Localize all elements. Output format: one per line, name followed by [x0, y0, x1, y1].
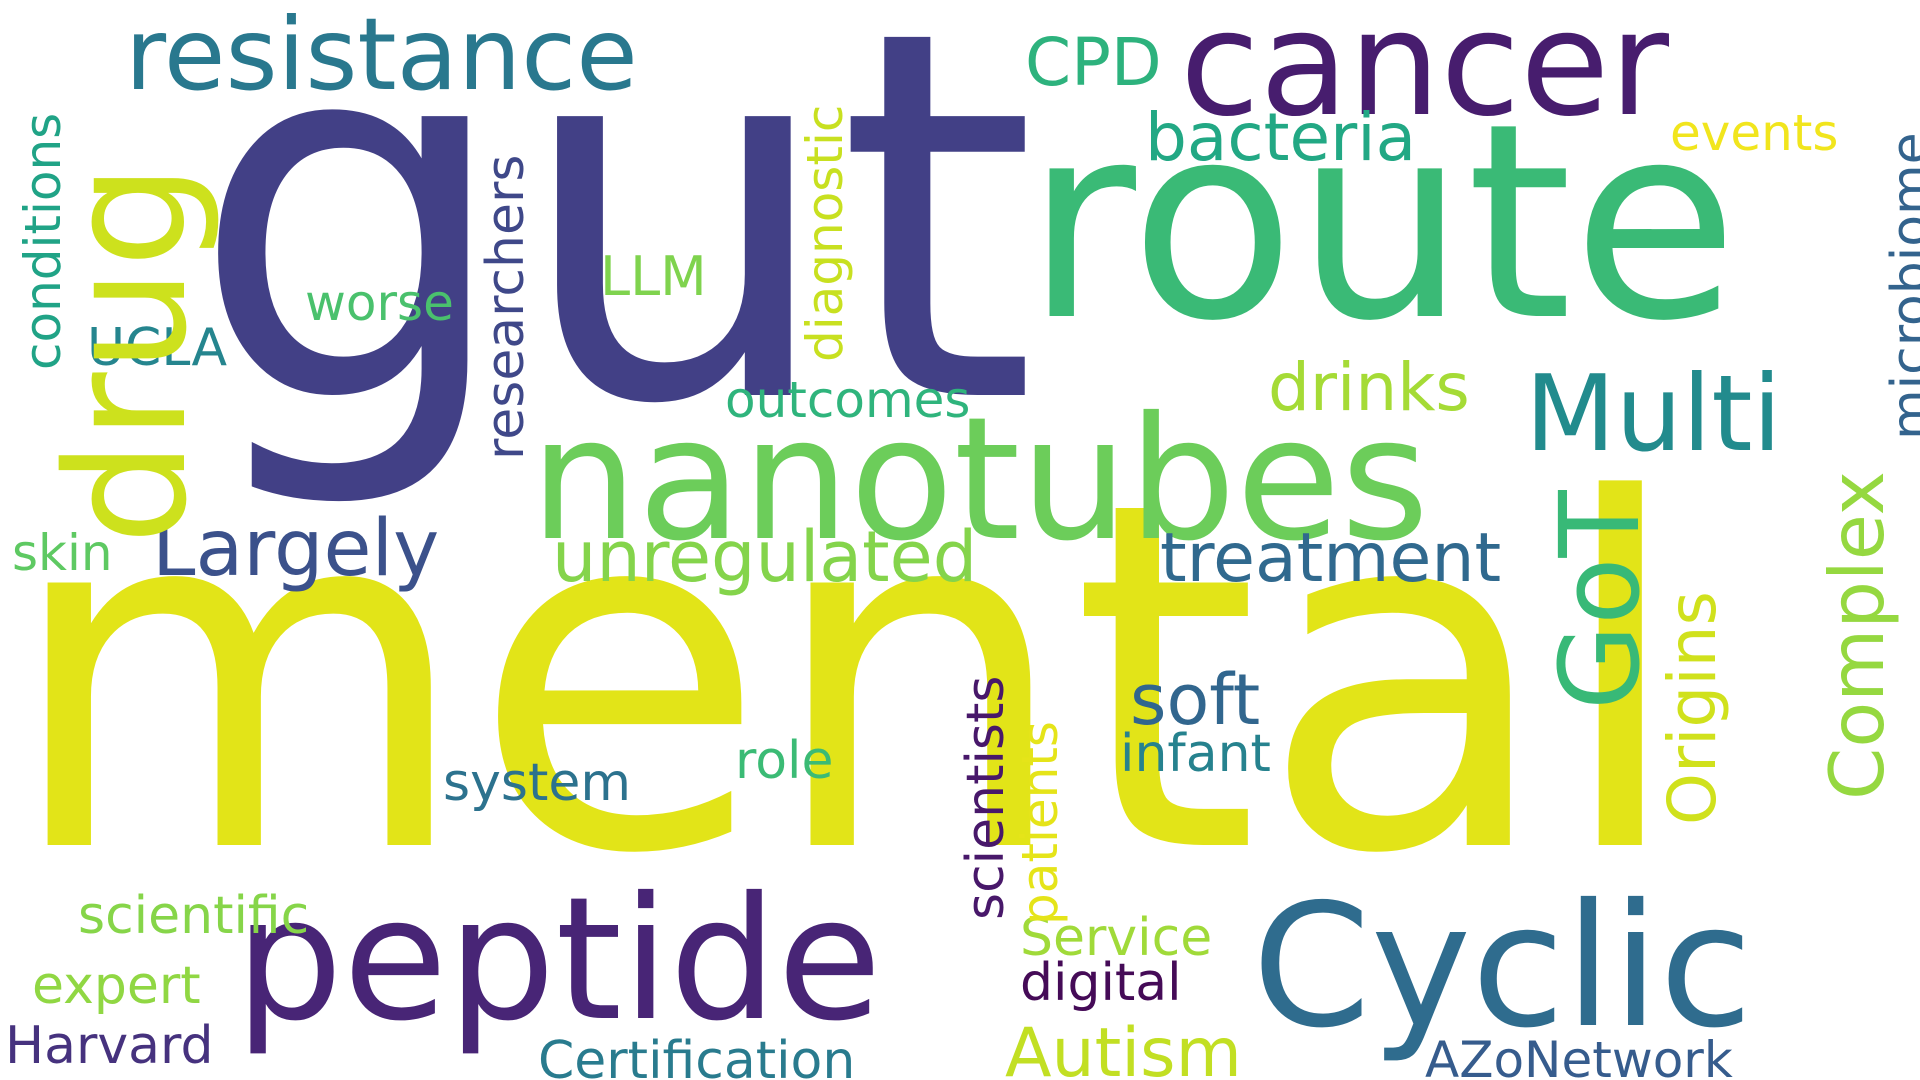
- word-cyclic: Cyclic: [1252, 868, 1753, 1066]
- word-worse: worse: [305, 274, 454, 332]
- word-origins: Origins: [1654, 591, 1731, 825]
- word-autism: Autism: [1005, 1014, 1242, 1080]
- word-nanotubes: nanotubes: [530, 381, 1430, 579]
- word-skin: skin: [12, 524, 113, 582]
- word-scientists: scientists: [956, 675, 1016, 921]
- word-got: GoT: [1536, 490, 1664, 710]
- word-outcomes: outcomes: [725, 371, 971, 429]
- word-cpd: CPD: [1025, 24, 1162, 101]
- word-azonetwork: AZoNetwork: [1425, 1031, 1733, 1080]
- word-treatment: treatment: [1160, 519, 1502, 598]
- word-complex: Complex: [1813, 471, 1901, 800]
- word-system: system: [443, 753, 631, 813]
- word-llm: LLM: [600, 245, 707, 308]
- word-resistance: resistance: [125, 0, 638, 113]
- word-multi: Multi: [1525, 353, 1782, 475]
- word-cancer: cancer: [1180, 0, 1670, 149]
- word-ucla: UCLA: [87, 318, 228, 378]
- word-soft: soft: [1130, 659, 1261, 741]
- word-certification: Certification: [538, 1031, 856, 1080]
- word-mental: mental: [4, 400, 1687, 959]
- word-harvard: Harvard: [5, 1016, 214, 1076]
- word-route: route: [1025, 65, 1739, 380]
- word-researchers: researchers: [476, 154, 536, 460]
- word-peptide: peptide: [235, 861, 882, 1059]
- word-service: Service: [1020, 908, 1213, 968]
- word-patients: patients: [1011, 721, 1069, 925]
- word-digital: digital: [1020, 953, 1182, 1013]
- word-role: role: [735, 731, 834, 791]
- word-scientific: scientific: [78, 886, 310, 946]
- word-diagnostic: diagnostic: [796, 104, 854, 362]
- word-gut: gut: [190, 0, 1037, 516]
- word-largely: Largely: [152, 504, 440, 594]
- word-infant: infant: [1120, 724, 1271, 784]
- word-conditions: conditions: [14, 112, 72, 370]
- word-drinks: drinks: [1268, 349, 1470, 426]
- word-events: events: [1670, 104, 1839, 162]
- word-unregulated: unregulated: [552, 516, 978, 598]
- word-microbiome: microbiome: [1881, 132, 1920, 440]
- word-bacteria: bacteria: [1145, 99, 1417, 176]
- word-expert: expert: [32, 956, 201, 1016]
